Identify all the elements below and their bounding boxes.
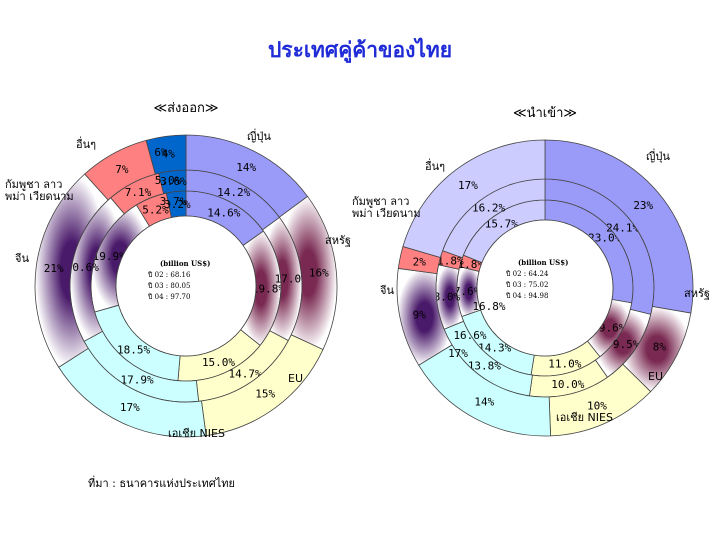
ring-0-label-3: 14.3% [478,342,511,355]
ring-1-label-1: 9.5% [613,338,640,351]
category-label-4: จีน [14,252,29,265]
ring-2-label-4: 21% [44,262,64,275]
source-note: ที่มา : ธนาคารแห่งประเทศไทย [88,477,235,490]
unit-label: (billion US$) [160,259,210,268]
category-label-1: สหรัฐ [684,287,710,300]
export-donut-chart: 14.6% 19.8% 15.0% 18.5% 19.9% 5.2%3.2% 14.2% 17… [5,101,351,440]
ring-2-label-5: 7% [115,163,129,176]
category-label-5: พม่า เวียดนาม [5,190,74,203]
ring-2-segment-6 [145,134,187,175]
ring-2-label-6: 17% [458,179,478,192]
ring-1-label-4: 8.0% [434,291,461,304]
ring-0-label-6: 15.7% [485,217,518,230]
ring-1-label-2: 10.0% [551,378,584,391]
year-total-1: ปี 03 : 75.02 [506,281,549,289]
ring-0-label-4: 19.9% [93,250,126,263]
category-label-6: อื่นๆ [76,136,96,151]
ring-1-label-4: 20.6% [66,261,99,274]
ring-2-segment-6 [402,139,546,258]
category-label-5: กัมพูชา ลาว [5,178,62,191]
category-label-0: ญี่ปุ่น [646,148,670,163]
category-label-4: จีน [379,284,394,297]
ring-1-label-5: 1.8% [437,255,464,268]
ring-0-label-0: 14.6% [207,207,240,220]
ring-0-label-0: 23.0% [588,232,621,245]
unit-label: (billion US$) [518,258,568,267]
chart-title: ≪ส่งออก≫ [154,101,219,116]
ring-1-label-3: 13.8% [468,360,501,373]
ring-1-label-1: 17.0% [275,273,308,286]
year-total-2: ปี 04 : 94.98 [506,292,549,300]
ring-1-label-6: 3.6% [160,175,187,188]
ring-1-label-2: 14.7% [229,367,262,380]
year-total-2: ปี 04 : 97.70 [148,293,191,301]
center-disc [476,219,614,357]
category-label-3: เอเชีย NIES [556,411,613,424]
ring-0-label-4: 7.6% [454,285,481,298]
chart-title: ≪นำเข้า≫ [513,106,577,121]
ring-2-label-1: 8% [653,341,667,354]
ring-2-label-2: 15% [255,387,275,400]
ring-2-label-3: 17% [120,401,140,414]
category-label-5: กัมพูชา ลาว [352,195,409,208]
extra-label-0: 16.8% [472,300,505,313]
ring-2-label-6: 4% [162,148,176,161]
ring-0-label-2: 11.0% [548,357,581,370]
ring-0-label-2: 15.0% [202,356,235,369]
ring-2-label-2: 10% [587,400,607,413]
category-label-2: EU [288,372,303,385]
center-disc [115,215,257,357]
ring-0-label-1: 9.6% [599,322,626,335]
year-total-0: ปี 02 : 64.24 [506,270,549,278]
extra-label-1: 5.0% [155,174,182,187]
ring-2-label-4: 9% [413,309,427,322]
page-title: ประเทศคู่ค้าของไทย [267,37,453,62]
category-label-0: ญี่ปุ่น [247,128,271,143]
ring-1-label-0: 24.1% [606,221,639,234]
ring-0-label-5: 5.2% [142,203,169,216]
ring-2-label-1: 16% [309,267,329,280]
ring-1-label-0: 14.2% [217,186,250,199]
extra-label-2: 17% [448,347,468,360]
ring-0-label-3: 18.5% [117,344,150,357]
extra-label-1: 16.6% [453,329,486,342]
extra-label-2: 6% [154,146,168,159]
category-label-3: เอเชีย NIES [168,427,225,440]
import-donut-chart: 23.0% 9.6% 11.0% 14.3% 7.6% 1.8% 15.7% 24.1% 9.5… [352,106,710,437]
category-label-1: สหรัฐ [325,234,351,247]
ring-2-label-3: 14% [474,395,494,408]
category-label-6: อื่นๆ [425,158,445,173]
ring-0-label-6: 3.2% [164,198,191,211]
year-total-0: ปี 02 : 68.16 [148,271,191,279]
ring-2-label-5: 2% [413,255,427,268]
year-total-1: ปี 03 : 80.05 [148,282,191,290]
ring-1-label-3: 17.9% [121,373,154,386]
ring-0-label-1: 19.8% [252,282,285,295]
ring-2-label-0: 14% [236,161,256,174]
ring-1-label-6: 16.2% [472,201,505,214]
category-label-2: EU [648,370,663,383]
extra-label-0: 3.7% [160,195,187,208]
ring-1-label-5: 7.1% [125,186,152,199]
ring-2-label-0: 23% [633,199,653,212]
category-label-5: พม่า เวียดนาม [352,207,421,220]
